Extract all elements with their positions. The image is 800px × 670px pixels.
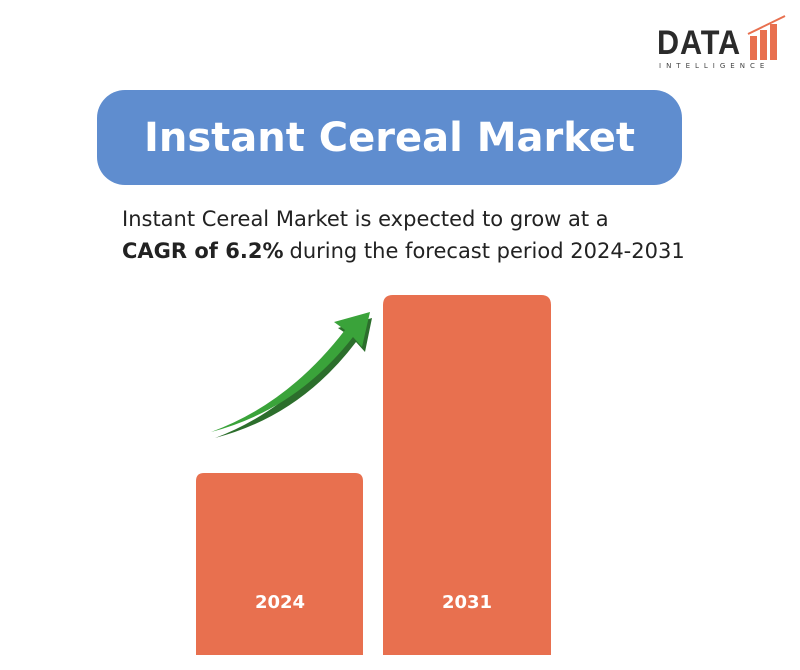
description-rest: during the forecast period 2024-2031 (289, 239, 685, 263)
arrow (211, 312, 370, 432)
logo-icon (747, 15, 786, 60)
logo-name: DATA (657, 24, 742, 62)
bar (383, 295, 551, 655)
title-banner: Instant Cereal Market (97, 90, 682, 185)
highlight: CAGR of 6.2% (122, 239, 284, 263)
bar-label: 2024 (254, 592, 306, 613)
description-line: CAGR of 6.2% during the forecast period 2… (122, 235, 685, 267)
bar (196, 473, 363, 655)
description: Instant Cereal Market is expected to gro… (122, 203, 685, 267)
bar-label: 2031 (441, 592, 493, 613)
description-line: Instant Cereal Market is expected to gro… (122, 207, 609, 231)
logo-tagline: INTELLIGENCE (659, 62, 770, 70)
logo: DATA INTELLIGENCE (655, 14, 790, 74)
title: Instant Cereal Market (143, 114, 636, 161)
